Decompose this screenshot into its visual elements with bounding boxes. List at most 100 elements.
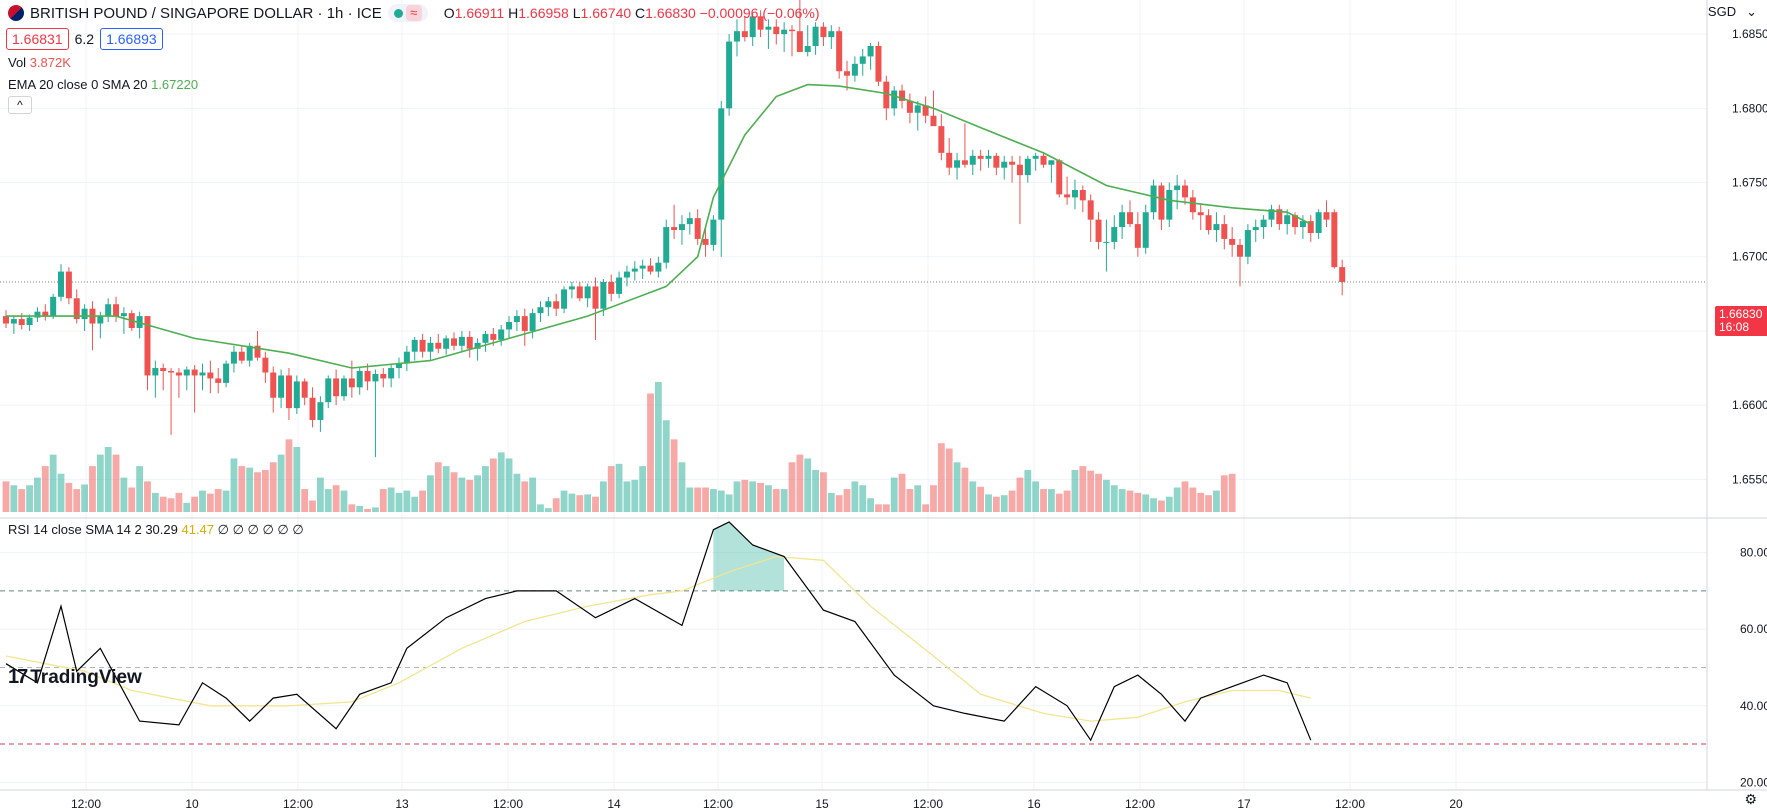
candle-body <box>678 224 685 231</box>
candle-body <box>1182 185 1188 198</box>
volume-legend[interactable]: Vol 3.872K <box>8 55 71 70</box>
time-tick-label: 10 <box>185 797 199 811</box>
candle-body <box>608 281 615 294</box>
volume-bar <box>977 486 985 512</box>
candle-body <box>325 378 332 403</box>
currency-selector[interactable]: SGD ⌄ <box>1707 4 1757 19</box>
volume-bar <box>65 482 73 512</box>
candle-body <box>18 319 25 326</box>
candle-body <box>561 289 568 309</box>
candle-body <box>789 29 795 32</box>
market-status[interactable]: ≈ <box>387 4 428 22</box>
gear-icon[interactable]: ⚙ <box>1744 791 1757 807</box>
volume-bar <box>1220 475 1228 512</box>
candle-body <box>58 271 65 297</box>
volume-bar <box>835 495 843 512</box>
volume-bar <box>159 496 167 512</box>
volume-bar <box>1142 494 1150 512</box>
candle-body <box>73 298 80 320</box>
candle-body <box>411 339 418 352</box>
volume-bar <box>1213 490 1220 512</box>
candle-body <box>270 372 277 398</box>
volume-bar <box>749 481 757 512</box>
candle-body <box>733 31 740 42</box>
volume-bar <box>1126 490 1134 512</box>
volume-bar <box>623 481 631 512</box>
collapse-legend-button[interactable]: ^ <box>8 96 32 114</box>
volume-bar <box>867 498 874 512</box>
candle-body <box>50 296 57 317</box>
candle-body <box>1315 212 1322 233</box>
price-tick-label: 1.66000 <box>1732 398 1767 412</box>
rsi-levels <box>0 590 1707 745</box>
candle-body <box>1056 160 1063 195</box>
volume-bar <box>18 489 26 512</box>
candle-body <box>977 155 984 159</box>
price-axis: 1.685001.680001.675001.670001.665001.660… <box>1732 27 1767 486</box>
volume-bar <box>827 492 835 512</box>
candlesticks <box>3 0 1346 458</box>
candle-body <box>718 108 725 220</box>
buy-button[interactable]: 1.66893 <box>100 28 163 50</box>
volume-bar <box>324 489 332 512</box>
volume-bar <box>450 472 458 512</box>
time-tick-label: 12:00 <box>493 797 523 811</box>
candle-body <box>451 338 458 346</box>
candle-body <box>1197 212 1204 216</box>
volume-bar <box>544 508 552 512</box>
candle-body <box>160 368 167 372</box>
volume-bar <box>560 490 568 512</box>
candle-body <box>105 304 112 317</box>
time-tick-label: 20 <box>1449 797 1463 811</box>
tradingview-logo[interactable]: 17 TradingView <box>8 666 142 688</box>
volume-bar <box>120 477 128 512</box>
candle-body <box>223 363 230 383</box>
candle-body <box>506 322 513 330</box>
volume-bar <box>796 454 804 512</box>
volume-bar <box>26 485 33 512</box>
volume-bar <box>1181 481 1189 512</box>
candle-body <box>262 357 269 373</box>
sell-button[interactable]: 1.66831 <box>6 28 69 50</box>
volume-bar <box>81 484 88 512</box>
volume-bar <box>183 502 191 512</box>
candle-body <box>726 41 733 109</box>
candle-body <box>899 90 906 101</box>
volume-bar <box>482 466 489 512</box>
time-tick-label: 12:00 <box>283 797 313 811</box>
volume-bar <box>34 477 41 512</box>
time-tick-label: 12:00 <box>71 797 101 811</box>
candle-body <box>144 316 151 376</box>
volume-bar <box>364 508 371 512</box>
volume-bar <box>765 485 772 512</box>
time-tick-label: 17 <box>1237 797 1251 811</box>
ema-legend[interactable]: EMA 20 close 0 SMA 20 1.67220 <box>8 77 199 92</box>
candle-body <box>427 342 434 352</box>
candle-body <box>1276 209 1283 225</box>
rsi-legend[interactable]: RSI 14 close SMA 14 2 30.29 41.47 ∅ ∅ ∅ … <box>8 522 304 537</box>
candle-body <box>65 271 72 299</box>
candle-body <box>372 373 379 382</box>
rsi-tick-label: 60.00 <box>1740 622 1767 636</box>
candle-body <box>859 56 866 64</box>
candle-body <box>474 342 481 349</box>
volume-bar <box>584 494 592 512</box>
candle-body <box>1213 224 1220 231</box>
candle-body <box>490 333 497 340</box>
candle-body <box>1150 185 1157 213</box>
candle-body <box>435 342 442 349</box>
volume-bar <box>144 481 151 512</box>
candle-body <box>812 26 819 47</box>
candle-body <box>946 152 953 168</box>
time-tick-label: 13 <box>395 797 409 811</box>
volume-bar <box>96 454 104 512</box>
candle-body <box>773 26 780 35</box>
volume-bar <box>1118 489 1126 512</box>
volume-bar <box>615 463 623 512</box>
volume-bar <box>419 490 426 512</box>
symbol-title[interactable]: BRITISH POUND / SINGAPORE DOLLAR · 1h · … <box>30 4 382 22</box>
volume-bar <box>937 443 945 512</box>
candle-body <box>458 336 465 346</box>
candle-body <box>1142 212 1149 248</box>
